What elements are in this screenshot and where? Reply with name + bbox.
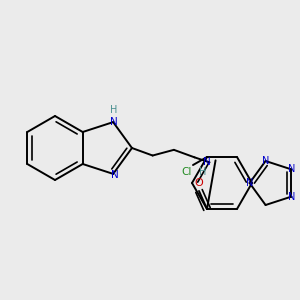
Text: H: H [110, 105, 118, 115]
Text: Cl: Cl [182, 167, 192, 177]
Text: N: N [262, 156, 269, 166]
Text: H: H [199, 167, 206, 177]
Text: N: N [110, 117, 118, 127]
Text: N: N [288, 164, 295, 174]
Text: N: N [203, 158, 210, 167]
Text: N: N [288, 192, 295, 202]
Text: N: N [111, 170, 119, 180]
Text: N: N [246, 178, 253, 188]
Text: O: O [195, 178, 203, 188]
